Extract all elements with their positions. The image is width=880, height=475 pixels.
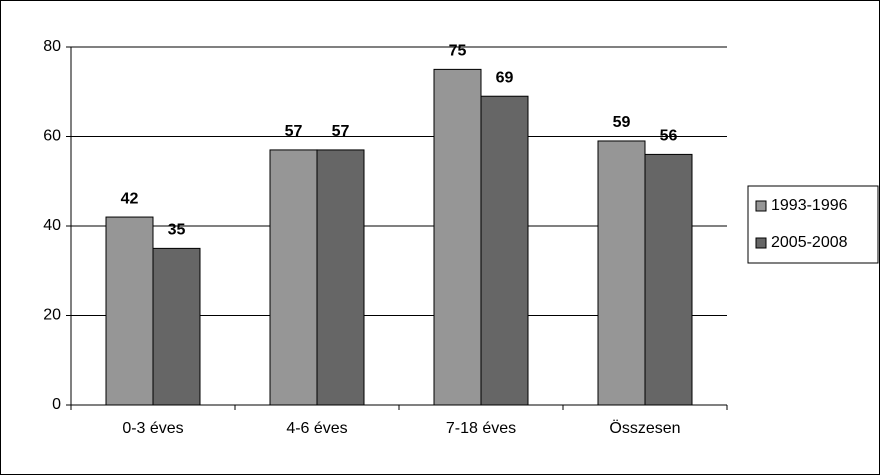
bar xyxy=(433,68,482,406)
y-tick-label: 40 xyxy=(43,217,61,234)
bar xyxy=(152,247,201,406)
x-tick-label: 4-6 éves xyxy=(286,420,347,437)
x-tick-label: 7-18 éves xyxy=(446,420,516,437)
legend-swatch xyxy=(755,200,767,212)
legend-label: 2005-2008 xyxy=(771,234,848,251)
bar xyxy=(597,140,646,406)
value-label: 42 xyxy=(121,190,139,207)
bar xyxy=(269,149,318,406)
legend-swatch xyxy=(755,237,767,249)
value-label: 75 xyxy=(449,43,467,60)
legend-label: 1993-1996 xyxy=(771,197,848,214)
x-tick-label: Összesen xyxy=(609,419,680,437)
value-label: 57 xyxy=(332,123,350,140)
x-tick-label: 0-3 éves xyxy=(122,420,183,437)
value-label: 56 xyxy=(660,128,678,145)
y-tick-label: 60 xyxy=(43,128,61,145)
value-label: 57 xyxy=(285,123,303,140)
legend-box xyxy=(747,185,879,264)
value-label: 35 xyxy=(168,222,186,239)
bar xyxy=(480,95,529,406)
value-label: 69 xyxy=(496,69,514,86)
y-tick-label: 0 xyxy=(52,396,61,413)
bar xyxy=(644,153,693,406)
bar xyxy=(316,149,365,406)
bar xyxy=(105,216,154,406)
value-label: 59 xyxy=(613,114,631,131)
y-tick-label: 80 xyxy=(43,38,61,55)
y-tick-label: 20 xyxy=(43,307,61,324)
